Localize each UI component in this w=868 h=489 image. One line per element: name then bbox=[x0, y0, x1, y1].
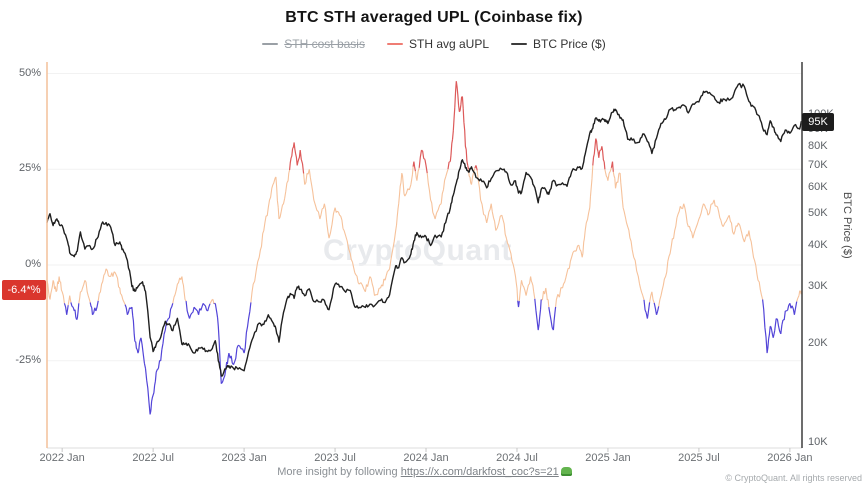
legend-dash bbox=[262, 43, 279, 45]
chart-legend: STH cost basis STH avg aUPL BTC Price ($) bbox=[0, 37, 868, 51]
left-axis-tick-label: 0% bbox=[25, 258, 41, 270]
right-axis-tick-label: 10K bbox=[808, 436, 828, 448]
right-axis-tick-label: 50K bbox=[808, 206, 828, 219]
left-axis-tick-label: -25% bbox=[15, 353, 41, 366]
legend-item-btc-price-[interactable]: BTC Price ($) bbox=[511, 37, 606, 51]
current-price-badge: 95K bbox=[802, 113, 834, 132]
right-axis-tick-label: 30K bbox=[808, 279, 828, 292]
legend-label: STH cost basis bbox=[284, 37, 365, 51]
cryptoquant-watermark: CryptoQuant bbox=[323, 234, 512, 267]
right-axis-tick-label: 70K bbox=[808, 158, 828, 171]
x-axis-tick-label: 2025 Jul bbox=[678, 452, 720, 464]
copyright-text: © CryptoQuant. All rights reserved bbox=[725, 473, 862, 483]
legend-item-sth-avg-aupl[interactable]: STH avg aUPL bbox=[386, 37, 490, 51]
right-axis-tick-label: 80K bbox=[808, 139, 828, 152]
x-axis-tick-label: 2024 Jul bbox=[496, 452, 538, 464]
left-axis-tick-label: 50% bbox=[18, 66, 41, 79]
right-axis-tick-label: 40K bbox=[808, 238, 828, 251]
x-axis-tick-label: 2026 Jan bbox=[767, 452, 813, 464]
footer-note: More insight by following https://x.com/… bbox=[47, 466, 802, 478]
left-axis-tick-label: 25% bbox=[18, 162, 41, 175]
right-axis-title: BTC Price ($) bbox=[841, 192, 853, 259]
right-axis-tick-label: 60K bbox=[808, 180, 828, 193]
legend-item-sth-cost-basis[interactable]: STH cost basis bbox=[262, 37, 365, 51]
aupl-line-overvalued bbox=[289, 81, 614, 174]
x-axis-tick-label: 2022 Jul bbox=[132, 452, 174, 464]
btc-price-line bbox=[46, 82, 803, 377]
footer-text: More insight by following bbox=[277, 466, 401, 478]
legend-dash bbox=[511, 43, 528, 45]
frog-emoji bbox=[560, 467, 572, 476]
x-axis-tick-label: 2023 Jul bbox=[314, 452, 356, 464]
x-axis-tick-label: 2024 Jan bbox=[403, 452, 449, 464]
legend-label: BTC Price ($) bbox=[533, 37, 606, 51]
right-axis-tick-label: 20K bbox=[808, 337, 828, 350]
aupl-line-undervalued bbox=[63, 298, 798, 415]
footer-link[interactable]: https://x.com/darkfost_coc?s=21 bbox=[400, 466, 559, 478]
legend-dash bbox=[386, 43, 403, 45]
x-axis-tick-label: 2022 Jan bbox=[39, 452, 85, 464]
chart-title: BTC STH averaged UPL (Coinbase fix) bbox=[285, 9, 583, 26]
x-axis-tick-label: 2025 Jan bbox=[585, 452, 631, 464]
legend-label: STH avg aUPL bbox=[408, 37, 490, 51]
x-axis-tick-label: 2023 Jan bbox=[221, 452, 267, 464]
current-upl-badge: -6.4*% bbox=[2, 279, 46, 300]
